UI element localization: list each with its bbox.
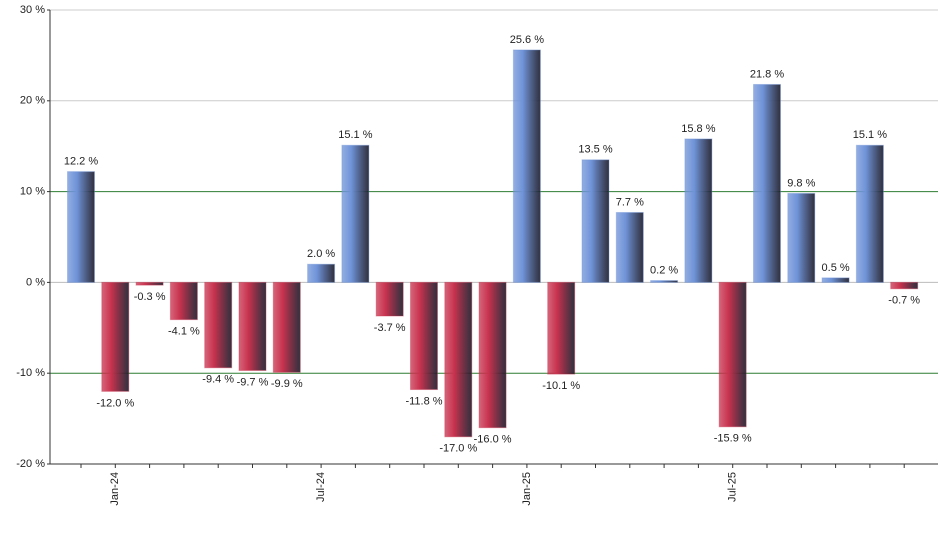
value-label: 15.1 %: [338, 129, 372, 141]
value-label: -0.3 %: [134, 291, 166, 303]
value-label: -9.4 %: [202, 374, 234, 386]
bar: [239, 282, 266, 371]
bar: [890, 282, 918, 289]
y-tick-label: 0 %: [26, 276, 45, 288]
value-label: -11.8 %: [405, 395, 442, 407]
value-label: 15.1 %: [853, 129, 887, 141]
bar: [273, 282, 301, 373]
bar: [650, 280, 678, 283]
bar: [376, 282, 404, 316]
bar: [616, 212, 644, 283]
value-label: 25.6 %: [510, 34, 544, 46]
bar: [856, 145, 884, 283]
value-label: -12.0 %: [96, 397, 134, 409]
value-label: 9.8 %: [787, 177, 815, 189]
value-label: 12.2 %: [64, 156, 98, 168]
value-label: -9.9 %: [271, 378, 303, 390]
value-label: 0.2 %: [650, 264, 678, 276]
value-label: -3.7 %: [374, 322, 406, 334]
x-tick-label: Jul-25: [727, 472, 739, 502]
bar: [136, 282, 164, 286]
value-label: -15.9 %: [714, 433, 752, 445]
bar: [170, 282, 198, 320]
bar: [513, 49, 541, 283]
bar: [684, 138, 712, 283]
bar: [753, 84, 781, 283]
bar: [479, 282, 507, 428]
value-label: 13.5 %: [578, 144, 612, 156]
x-tick-label: Jan-25: [521, 472, 533, 506]
value-label: 0.5 %: [822, 262, 850, 274]
value-label: -4.1 %: [168, 326, 200, 338]
bar: [67, 171, 95, 283]
x-tick-label: Jul-24: [315, 472, 327, 502]
y-tick-label: 10 %: [20, 186, 45, 198]
value-label: -9.7 %: [237, 376, 269, 388]
value-label: -17.0 %: [439, 443, 477, 455]
bar: [787, 193, 815, 283]
bar: [444, 282, 472, 437]
y-tick-label: 20 %: [20, 95, 45, 107]
value-label: 21.8 %: [750, 68, 784, 80]
value-label: -10.1 %: [542, 380, 580, 392]
bar: [341, 145, 369, 283]
y-tick-label: -20 %: [16, 458, 45, 470]
bar: [101, 282, 129, 392]
value-label: 15.8 %: [681, 123, 715, 135]
x-tick-label: Jan-24: [109, 472, 121, 506]
bar: [204, 282, 232, 368]
bar: [822, 277, 850, 283]
bar: [307, 264, 335, 283]
y-tick-label: 30 %: [20, 4, 45, 16]
value-label: -16.0 %: [474, 434, 512, 446]
bar: [582, 159, 609, 283]
value-label: 7.7 %: [616, 196, 644, 208]
y-tick-label: -10 %: [16, 367, 45, 379]
bar: [547, 282, 575, 375]
value-label: -0.7 %: [888, 295, 920, 307]
bar: [410, 282, 438, 390]
bar: [719, 282, 747, 427]
value-label: 2.0 %: [307, 248, 335, 260]
